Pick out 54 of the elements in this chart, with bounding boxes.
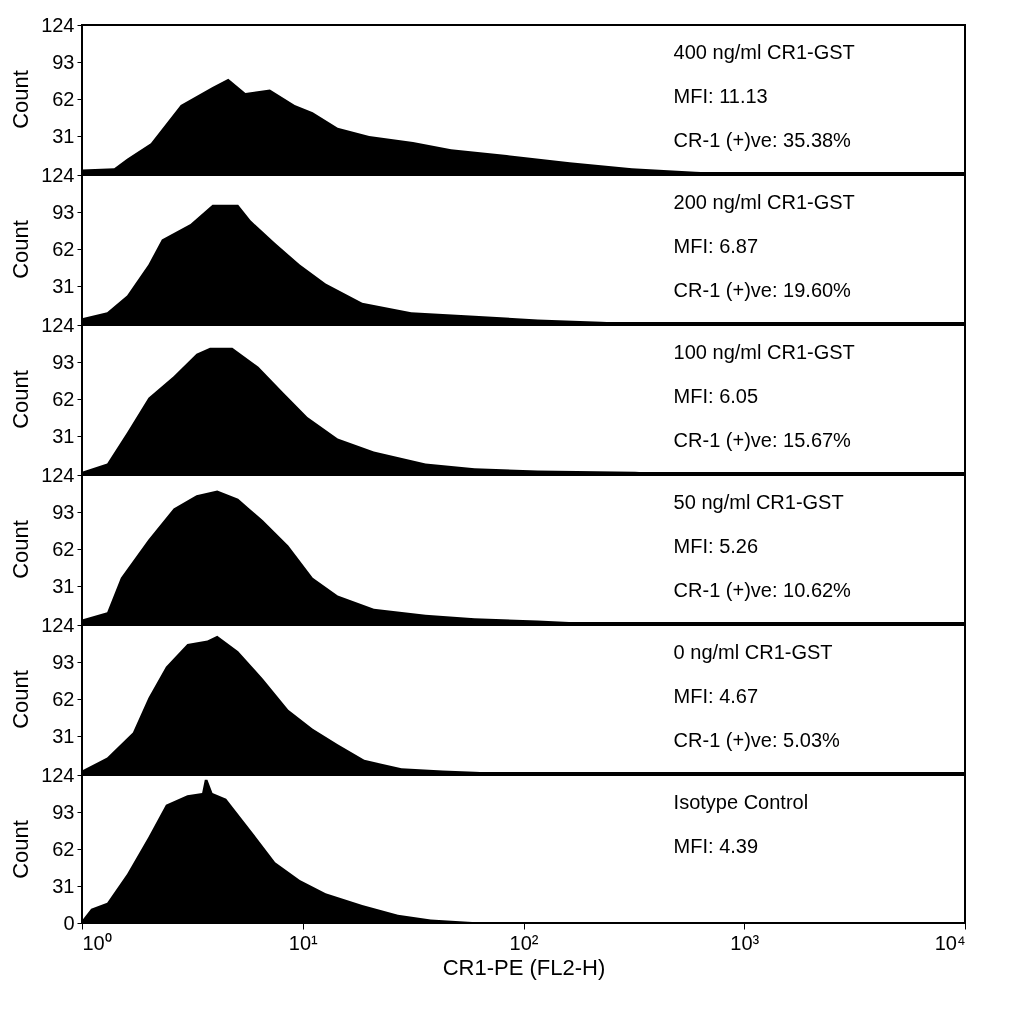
annotation: 100 ng/ml CR1-GST <box>673 341 855 363</box>
annotation: Isotype Control <box>673 791 809 813</box>
annotation: MFI: 4.39 <box>673 835 759 857</box>
y-tick-label: 31 <box>52 724 75 747</box>
y-tick-label: 62 <box>52 237 75 260</box>
annotation: CR-1 (+)ve: 10.62% <box>673 579 852 601</box>
y-axis-title: Count <box>8 820 34 879</box>
annotation: MFI: 4.67 <box>673 685 759 707</box>
y-tick-label: 31 <box>52 574 75 597</box>
y-tick-label: 62 <box>52 687 75 710</box>
y-axis-title: Count <box>8 220 34 279</box>
y-tick-label: 62 <box>52 837 75 860</box>
y-tick-label: 93 <box>52 350 75 373</box>
y-tick-label: 93 <box>52 200 75 223</box>
y-tick-label: 31 <box>52 874 75 897</box>
annotation: CR-1 (+)ve: 35.38% <box>673 129 852 151</box>
y-tick-label: 31 <box>52 274 75 297</box>
x-tick-label: 10⁰ <box>82 931 112 954</box>
x-tick-label: 10⁴ <box>934 931 966 954</box>
y-tick-label: 31 <box>52 124 75 147</box>
annotation: MFI: 6.87 <box>673 235 759 257</box>
y-tick-label: 62 <box>52 387 75 410</box>
y-axis-title: Count <box>8 370 34 429</box>
y-tick-label: 124 <box>41 463 75 486</box>
y-axis-title: Count <box>8 520 34 579</box>
annotation: 0 ng/ml CR1-GST <box>673 641 833 663</box>
y-tick-label: 124 <box>41 313 75 336</box>
y-tick-label: 124 <box>41 13 75 36</box>
annotation: CR-1 (+)ve: 19.60% <box>673 279 852 301</box>
y-tick-label: 93 <box>52 50 75 73</box>
y-tick-label: 31 <box>52 424 75 447</box>
annotation: CR-1 (+)ve: 5.03% <box>673 729 840 751</box>
y-tick-label: 93 <box>52 650 75 673</box>
y-tick-label: 93 <box>52 500 75 523</box>
annotation: MFI: 5.26 <box>673 535 759 557</box>
x-axis-title: CR1-PE (FL2-H) <box>442 954 606 980</box>
y-tick-label: 0 <box>63 911 75 934</box>
x-tick-label: 10¹ <box>288 931 319 954</box>
y-tick-label: 62 <box>52 87 75 110</box>
x-tick-label: 10³ <box>730 931 760 954</box>
annotation: 400 ng/ml CR1-GST <box>673 41 855 63</box>
y-tick-label: 124 <box>41 613 75 636</box>
y-axis-title: Count <box>8 70 34 129</box>
annotation: 200 ng/ml CR1-GST <box>673 191 855 213</box>
annotation: MFI: 6.05 <box>673 385 759 407</box>
annotation: MFI: 11.13 <box>673 85 768 107</box>
x-tick-label: 10² <box>509 931 539 954</box>
annotation: 50 ng/ml CR1-GST <box>673 491 844 513</box>
y-tick-label: 93 <box>52 800 75 823</box>
annotation: CR-1 (+)ve: 15.67% <box>673 429 852 451</box>
y-tick-label: 62 <box>52 537 75 560</box>
y-axis-title: Count <box>8 670 34 729</box>
y-tick-label: 124 <box>41 763 75 786</box>
y-tick-label: 124 <box>41 163 75 186</box>
